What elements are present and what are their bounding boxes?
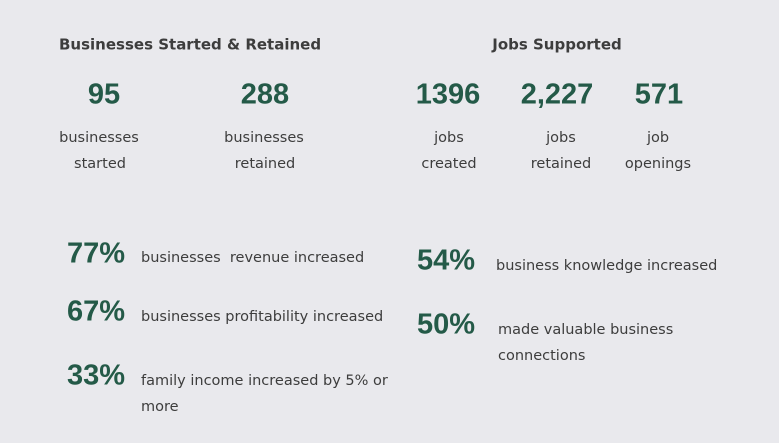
stat-value: 571 — [635, 79, 683, 111]
metric-label: businesses revenue increased — [141, 250, 364, 266]
section-title: Businesses Started & Retained — [59, 36, 321, 54]
section-title: Jobs Supported — [491, 36, 622, 54]
metric-value: 54% — [417, 245, 475, 277]
metric-label: business knowledge increased — [496, 258, 717, 274]
metric-label: more — [141, 399, 179, 415]
stat-label: created — [421, 156, 476, 172]
stat-value: 2,227 — [521, 79, 594, 111]
stat-label: businesses — [224, 130, 304, 146]
stat-value: 95 — [88, 79, 120, 111]
metric-label: made valuable business — [498, 322, 673, 338]
stat-label: started — [74, 156, 126, 172]
metric-value: 77% — [67, 238, 125, 270]
stat-label: jobs — [545, 130, 576, 146]
metric-label: connections — [498, 348, 585, 364]
stat-label: retained — [235, 156, 295, 172]
stat-label: retained — [531, 156, 591, 172]
metric-label: businesses profitability increased — [141, 309, 383, 325]
metric-label: family income increased by 5% or — [141, 373, 388, 389]
metric-value: 50% — [417, 309, 475, 341]
stat-value: 288 — [241, 79, 289, 111]
metric-value: 67% — [67, 296, 125, 328]
stat-label: businesses — [59, 130, 139, 146]
stat-label: jobs — [433, 130, 464, 146]
stat-value: 1396 — [416, 79, 481, 111]
metric-value: 33% — [67, 360, 125, 392]
stat-label: job — [646, 130, 669, 146]
stat-label: openings — [625, 156, 691, 172]
